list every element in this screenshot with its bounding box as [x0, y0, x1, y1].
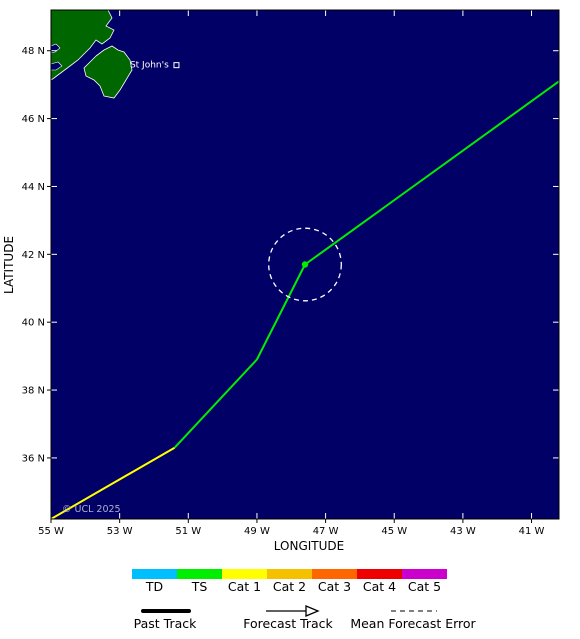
legend-label-1: TS — [191, 579, 208, 594]
legend-swatch-3 — [267, 569, 312, 579]
storm-track — [51, 80, 559, 519]
x-tick-label-5: 45 W — [381, 526, 407, 537]
land-newfoundland — [51, 10, 133, 99]
forecast-error-circle — [268, 227, 342, 302]
x-tick-label-2: 51 W — [175, 526, 201, 537]
avalon-peninsula — [51, 10, 115, 81]
city-marker-group: St John's — [130, 61, 180, 71]
track-segment-1 — [173, 80, 559, 449]
line-key-legend: Past Track Forecast Track Mean Forecast … — [134, 605, 477, 631]
legend-label-3: Cat 2 — [273, 579, 306, 594]
y-tick-label-4: 44 N — [22, 182, 45, 193]
x-tick-label-7: 41 W — [519, 526, 545, 537]
bay-coast-south — [51, 61, 63, 71]
legend-label-5: Cat 4 — [363, 579, 396, 594]
y-tick-label-6: 48 N — [22, 46, 45, 57]
y-tick-label-3: 42 N — [22, 250, 45, 261]
forecast-arrow-icon — [305, 605, 320, 617]
city-marker-icon — [173, 62, 180, 69]
avalon-east-lobe — [83, 45, 133, 99]
legend-label-4: Cat 3 — [318, 579, 351, 594]
current-position-marker — [301, 261, 309, 268]
x-tick-label-6: 43 W — [450, 526, 476, 537]
x-tick-label-1: 53 W — [107, 526, 133, 537]
y-tick-label-1: 38 N — [22, 386, 45, 397]
x-axis-title: LONGITUDE — [274, 539, 344, 553]
y-axis-title: LATITUDE — [2, 236, 16, 294]
legend-swatch-4 — [312, 569, 357, 579]
legend-swatch-6 — [402, 569, 447, 579]
x-tick-label-3: 49 W — [244, 526, 270, 537]
x-tick-label-0: 55 W — [38, 526, 64, 537]
category-legend: TD TS Cat 1 Cat 2 Cat 3 Cat 4 Cat 5 — [132, 569, 447, 594]
legend-swatch-1 — [177, 569, 222, 579]
track-segment-0 — [51, 446, 176, 519]
mean-error-label: Mean Forecast Error — [350, 616, 476, 631]
legend-label-2: Cat 1 — [228, 579, 261, 594]
legend-label-6: Cat 5 — [408, 579, 441, 594]
y-tick-label-0: 36 N — [22, 453, 45, 464]
copyright-text: © UCL 2025 — [62, 504, 121, 515]
past-track-label: Past Track — [134, 616, 197, 631]
x-tick-labels: 55 W 53 W 51 W 49 W 47 W 45 W 43 W 41 W — [38, 526, 544, 537]
legend-swatch-0 — [132, 569, 177, 579]
city-label: St John's — [130, 61, 169, 71]
plot-border — [50, 9, 560, 520]
y-tick-labels: 36 N 38 N 40 N 42 N 44 N 46 N 48 N — [22, 46, 45, 464]
legend-swatch-2 — [222, 569, 267, 579]
y-tick-label-2: 40 N — [22, 318, 45, 329]
forecast-track-label: Forecast Track — [243, 616, 333, 631]
x-tick-label-4: 47 W — [313, 526, 339, 537]
y-tick-label-5: 46 N — [22, 114, 45, 125]
legend-swatch-5 — [357, 569, 402, 579]
legend-label-0: TD — [145, 579, 163, 594]
